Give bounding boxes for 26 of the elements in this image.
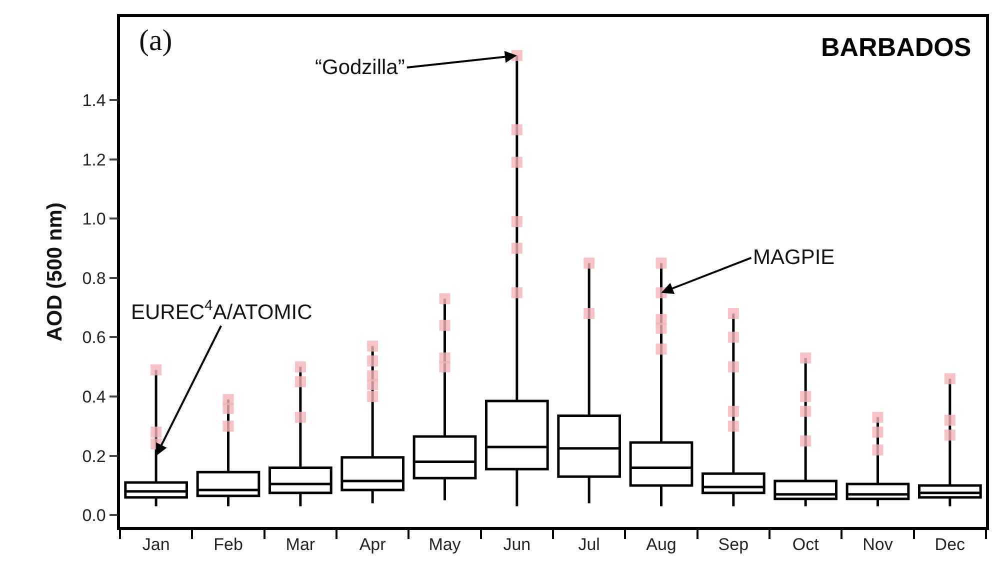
x-tick-label: Nov bbox=[862, 535, 894, 554]
x-tick-label: Sep bbox=[718, 535, 749, 554]
y-tick-label: 0.4 bbox=[82, 387, 106, 406]
x-tick-label: May bbox=[428, 535, 462, 554]
y-tick-label: 1.4 bbox=[82, 90, 106, 110]
x-tick-label: Jan bbox=[142, 535, 170, 554]
y-tick-label: 0.0 bbox=[82, 506, 106, 526]
x-tick-label: Mar bbox=[286, 535, 316, 554]
annotation: MAGPIE bbox=[753, 246, 835, 269]
y-axis-title: AOD (500 nm) bbox=[43, 202, 66, 342]
y-tick-label: 0.8 bbox=[82, 268, 106, 288]
x-tick-label: Dec bbox=[934, 535, 966, 554]
annotation: EUREC$^{4}$A/ATOMIC bbox=[131, 298, 312, 324]
y-tick-label: 1.2 bbox=[82, 150, 106, 170]
x-tick-label: Jul bbox=[578, 535, 600, 554]
annotation: (a) bbox=[139, 24, 172, 57]
x-tick-label: Oct bbox=[792, 535, 820, 554]
y-tick-label: 0.2 bbox=[82, 446, 106, 466]
y-tick-label: 1.0 bbox=[82, 210, 106, 229]
x-tick-label: Apr bbox=[359, 535, 386, 554]
x-tick-label: Feb bbox=[214, 535, 243, 554]
x-tick-label: Jun bbox=[503, 535, 531, 554]
annotation: “Godzilla” bbox=[315, 56, 405, 79]
y-tick-label: 0.6 bbox=[82, 328, 106, 348]
text: BARBADOS bbox=[821, 32, 972, 62]
x-tick-label: Aug bbox=[646, 535, 676, 554]
